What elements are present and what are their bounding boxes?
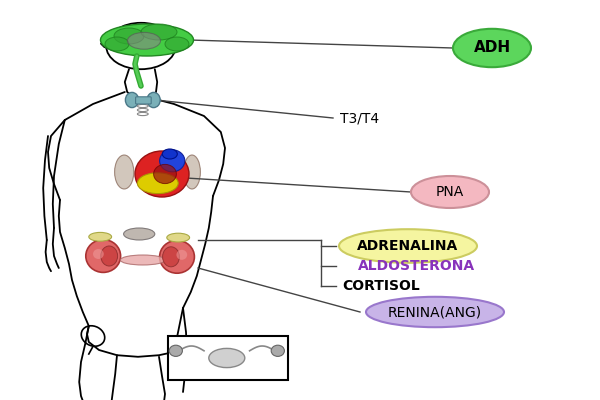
- Ellipse shape: [167, 233, 190, 242]
- FancyBboxPatch shape: [168, 336, 288, 380]
- Text: ADH: ADH: [473, 40, 511, 56]
- Ellipse shape: [89, 232, 112, 241]
- Ellipse shape: [160, 240, 194, 273]
- Ellipse shape: [93, 249, 104, 259]
- Ellipse shape: [147, 92, 160, 108]
- Ellipse shape: [165, 37, 189, 51]
- Ellipse shape: [135, 151, 189, 197]
- Ellipse shape: [115, 155, 134, 189]
- Ellipse shape: [154, 164, 176, 184]
- Ellipse shape: [114, 28, 144, 44]
- Ellipse shape: [86, 240, 121, 272]
- Ellipse shape: [271, 345, 284, 356]
- Ellipse shape: [120, 255, 165, 265]
- Ellipse shape: [339, 229, 477, 263]
- Ellipse shape: [169, 345, 182, 356]
- Ellipse shape: [453, 29, 531, 67]
- Text: CORTISOL: CORTISOL: [342, 279, 420, 293]
- Ellipse shape: [160, 150, 185, 172]
- Text: PNA: PNA: [436, 185, 464, 199]
- FancyBboxPatch shape: [136, 97, 151, 104]
- Text: ADRENALINA: ADRENALINA: [358, 239, 458, 253]
- Text: RENINA(ANG): RENINA(ANG): [388, 305, 482, 319]
- Ellipse shape: [176, 250, 187, 260]
- Text: ALDOSTERONA: ALDOSTERONA: [358, 259, 476, 273]
- Ellipse shape: [209, 348, 245, 368]
- Ellipse shape: [162, 149, 178, 159]
- Ellipse shape: [163, 247, 179, 267]
- Ellipse shape: [366, 297, 504, 327]
- Ellipse shape: [101, 24, 193, 56]
- Ellipse shape: [137, 173, 178, 194]
- Ellipse shape: [124, 228, 155, 240]
- Ellipse shape: [184, 155, 200, 189]
- Ellipse shape: [101, 246, 118, 266]
- Ellipse shape: [128, 32, 161, 49]
- Text: T3/T4: T3/T4: [340, 111, 380, 125]
- Ellipse shape: [105, 37, 129, 51]
- Ellipse shape: [125, 92, 139, 108]
- Ellipse shape: [141, 24, 177, 40]
- Ellipse shape: [411, 176, 489, 208]
